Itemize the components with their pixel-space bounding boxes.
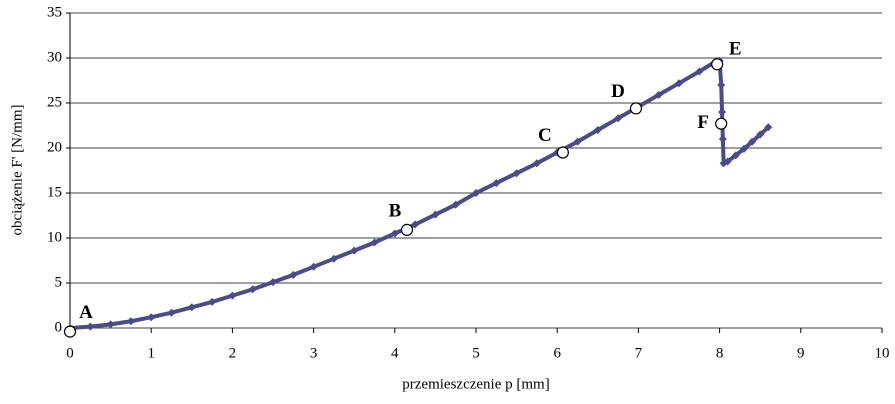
x-tick-label: 2 bbox=[229, 345, 237, 361]
data-marker bbox=[739, 144, 748, 153]
data-marker bbox=[573, 137, 582, 146]
annotation-point bbox=[711, 58, 724, 71]
data-marker bbox=[675, 79, 683, 88]
data-marker bbox=[532, 159, 541, 168]
data-marker bbox=[654, 90, 663, 99]
x-tick-label: 10 bbox=[875, 345, 890, 361]
annotation-label: B bbox=[389, 200, 402, 221]
x-tick-label: 0 bbox=[66, 345, 74, 361]
data-marker bbox=[167, 308, 176, 317]
x-tick-label: 4 bbox=[391, 345, 399, 361]
y-tick-label: 15 bbox=[47, 184, 62, 200]
annotation-point bbox=[556, 146, 569, 159]
x-tick-label: 5 bbox=[472, 345, 480, 361]
data-marker bbox=[431, 210, 440, 219]
x-tick-label: 6 bbox=[553, 345, 561, 361]
data-marker bbox=[126, 317, 135, 326]
annotation-point bbox=[400, 223, 414, 236]
data-marker bbox=[614, 114, 623, 123]
data-marker bbox=[512, 169, 521, 178]
data-marker bbox=[593, 126, 602, 134]
x-tick-label: 3 bbox=[310, 345, 318, 361]
data-marker bbox=[756, 130, 765, 139]
data-marker bbox=[269, 278, 277, 287]
x-tick-label: 9 bbox=[797, 345, 805, 361]
data-marker bbox=[106, 320, 115, 329]
data-marker bbox=[472, 189, 480, 197]
data-marker bbox=[248, 285, 257, 294]
x-axis-label: przemieszczenie p [mm] bbox=[402, 376, 549, 392]
annotation-label: A bbox=[79, 302, 93, 323]
data-marker bbox=[289, 270, 298, 279]
y-tick-label: 20 bbox=[47, 139, 62, 155]
y-tick-label: 35 bbox=[47, 4, 62, 20]
annotation-point bbox=[629, 102, 643, 115]
data-marker bbox=[208, 297, 217, 306]
y-tick-label: 25 bbox=[47, 94, 62, 110]
data-marker bbox=[718, 108, 727, 116]
data-marker bbox=[717, 81, 726, 89]
annotation-label: D bbox=[611, 81, 625, 102]
annotation-label: C bbox=[538, 125, 552, 146]
annotation-point bbox=[715, 117, 728, 130]
y-tick-label: 10 bbox=[47, 229, 62, 245]
data-marker bbox=[86, 322, 95, 331]
annotation-label: F bbox=[697, 112, 709, 133]
annotation-label: E bbox=[729, 39, 742, 60]
data-marker bbox=[329, 254, 338, 263]
data-line bbox=[69, 58, 770, 330]
data-marker bbox=[695, 67, 704, 76]
data-marker bbox=[731, 151, 740, 160]
data-marker bbox=[718, 135, 727, 143]
data-marker bbox=[147, 313, 156, 322]
data-marker bbox=[451, 200, 460, 209]
data-marker bbox=[492, 179, 501, 188]
annotation-point bbox=[63, 325, 77, 338]
data-marker bbox=[411, 220, 420, 229]
data-marker bbox=[764, 123, 773, 132]
data-marker bbox=[390, 229, 399, 238]
data-marker bbox=[309, 262, 318, 271]
data-marker bbox=[187, 303, 196, 312]
data-marker bbox=[228, 291, 237, 300]
y-axis-label: obciążenie F' [N/mm] bbox=[9, 105, 25, 236]
x-tick-label: 7 bbox=[635, 345, 643, 361]
x-tick-label: 1 bbox=[147, 345, 155, 361]
y-tick-label: 5 bbox=[55, 274, 63, 290]
data-marker bbox=[723, 157, 732, 166]
y-tick-label: 0 bbox=[55, 319, 63, 335]
y-tick-label: 30 bbox=[47, 49, 62, 65]
data-marker bbox=[748, 137, 757, 146]
x-tick-label: 8 bbox=[716, 345, 724, 361]
data-marker bbox=[350, 246, 359, 255]
data-marker bbox=[370, 238, 379, 247]
